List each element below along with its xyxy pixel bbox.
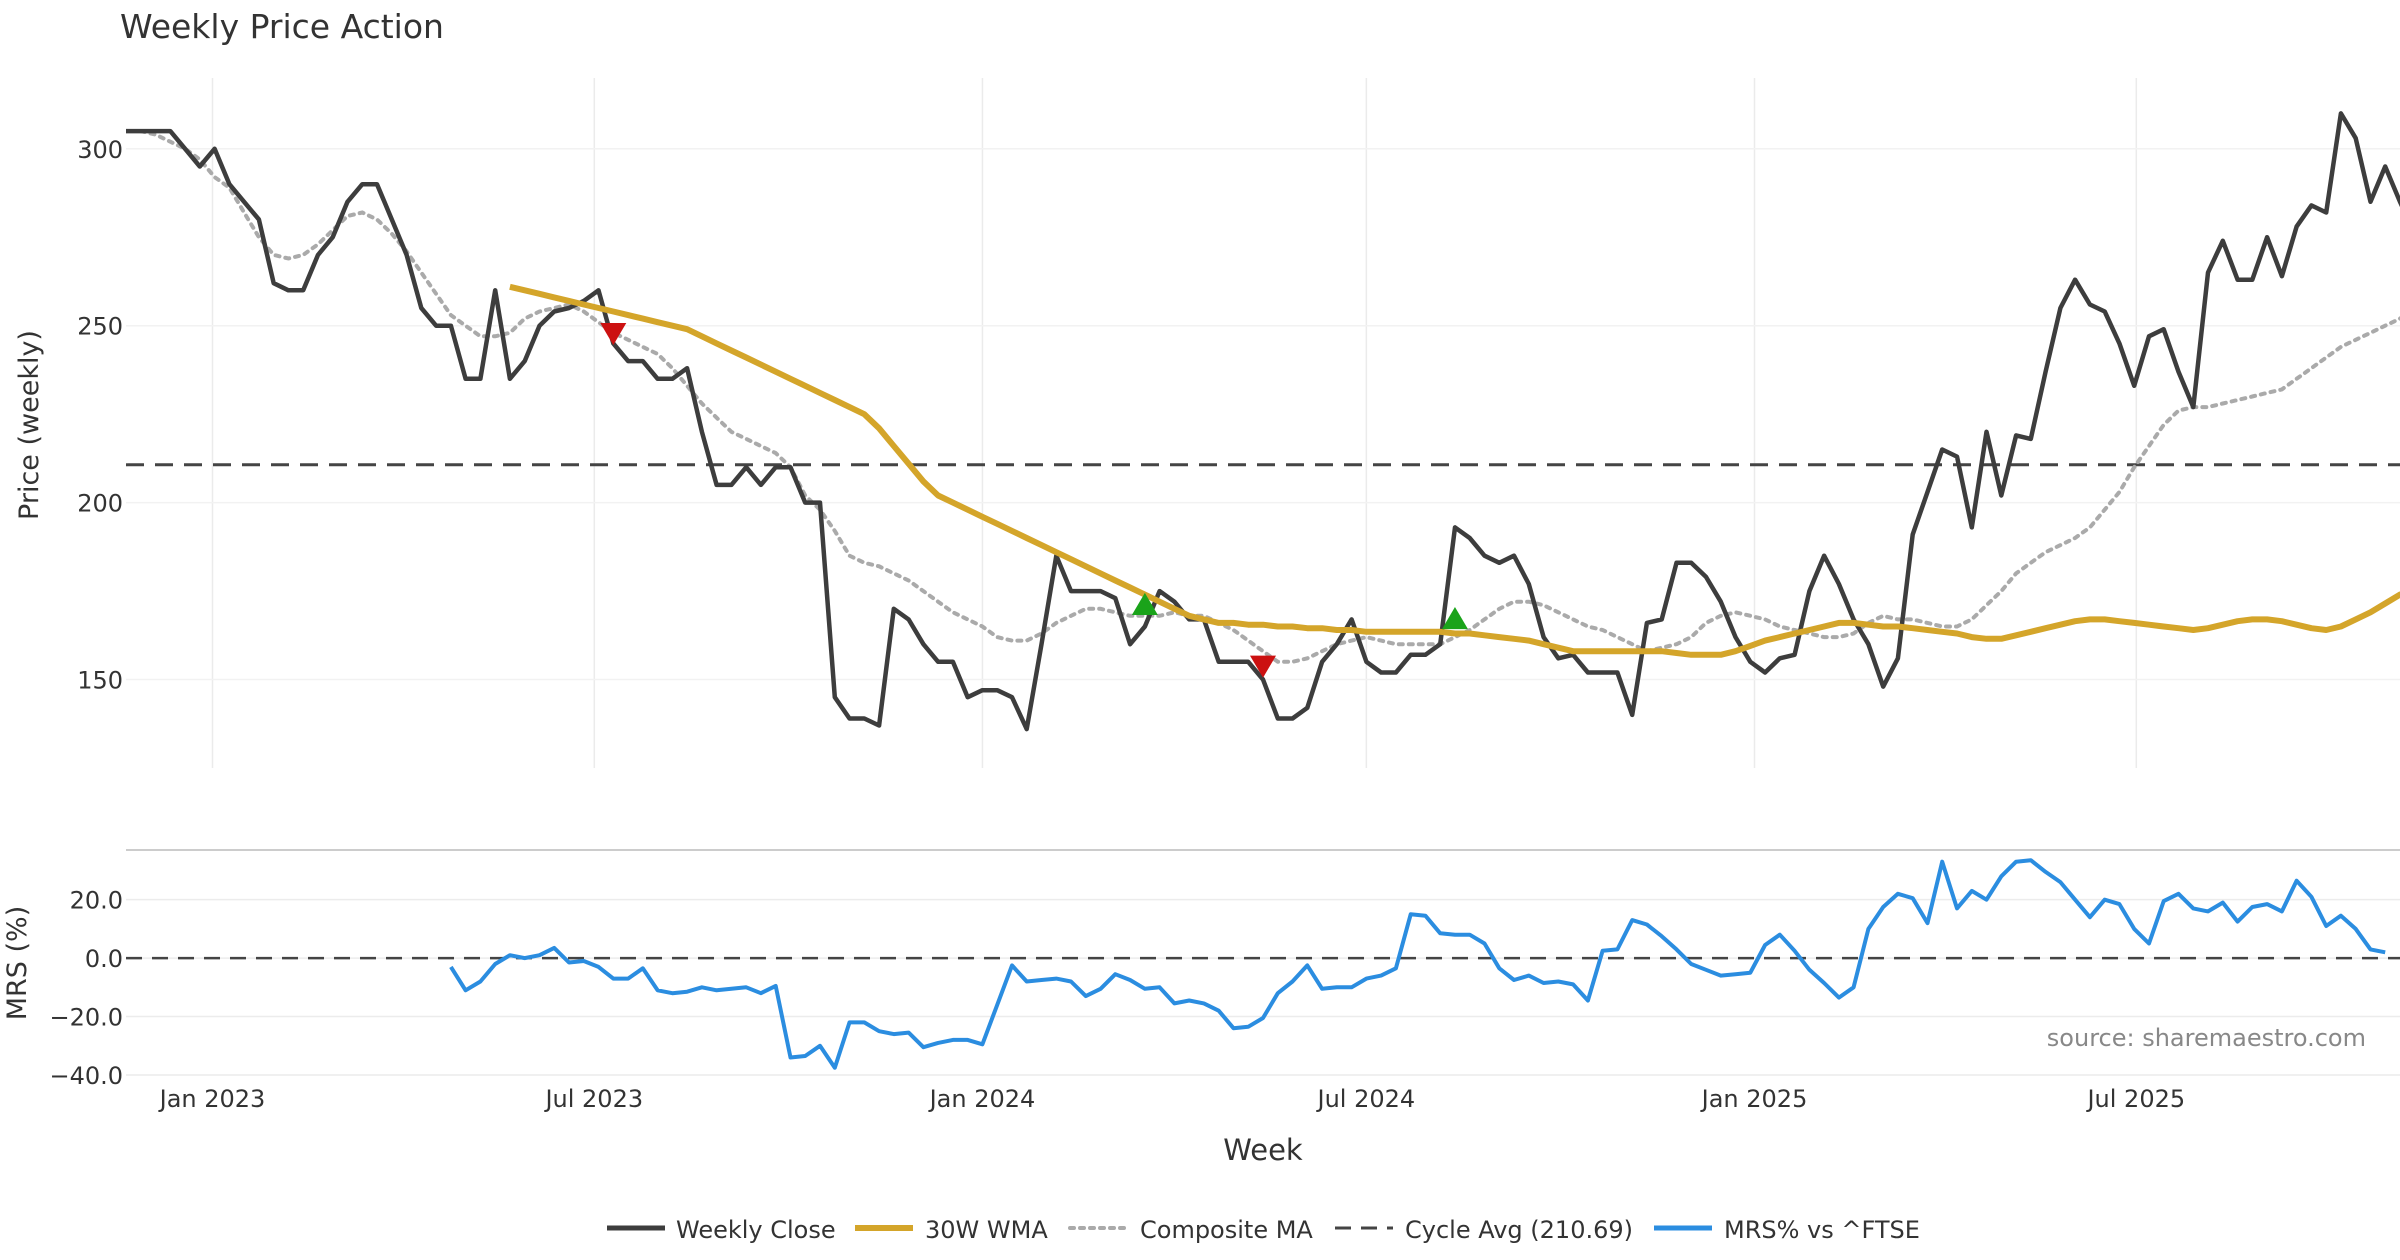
sell-signal-marker — [1250, 655, 1276, 678]
weekly-close-line — [126, 111, 2400, 732]
legend-label-composite: Composite MA — [1140, 1216, 1313, 1244]
legend-label-wma: 30W WMA — [925, 1216, 1048, 1244]
x-ticks: Jan 2023 Jul 2023 Jan 2024 Jul 2024 Jan 2025… — [158, 1085, 2186, 1113]
price-y-tick-label: 200 — [77, 490, 123, 518]
mrs-y-tick-label: −40.0 — [49, 1062, 123, 1090]
chart-title: Weekly Price Action — [120, 7, 444, 46]
legend-label-weekly-close: Weekly Close — [676, 1216, 836, 1244]
sell-signal-marker — [600, 323, 627, 346]
price-y-axis-label: Price (weekly) — [14, 330, 45, 520]
legend-label-cycle: Cycle Avg (210.69) — [1405, 1216, 1633, 1244]
composite-ma-line — [138, 129, 2400, 664]
x-tick-label: Jan 2024 — [928, 1085, 1036, 1113]
mrs-line — [449, 858, 2386, 1070]
x-tick-label: Jul 2024 — [1316, 1085, 1416, 1113]
mrs-y-ticks: 20.0 0.0 −20.0 −40.0 — [49, 887, 123, 1090]
buy-signal-marker — [1131, 592, 1158, 615]
source-note: source: sharemaestro.com — [2047, 1024, 2366, 1052]
buy-signal-marker — [1441, 607, 1468, 630]
mrs-y-axis-label: MRS (%) — [2, 906, 33, 1021]
x-tick-label: Jul 2025 — [2085, 1085, 2185, 1113]
mrs-y-tick-label: 0.0 — [85, 945, 123, 973]
x-tick-label: Jul 2023 — [543, 1085, 643, 1113]
x-tick-label: Jan 2023 — [158, 1085, 266, 1113]
x-tick-label: Jan 2025 — [1700, 1085, 1808, 1113]
price-y-tick-label: 250 — [77, 313, 123, 341]
legend-label-mrs: MRS% vs ^FTSE — [1724, 1216, 1920, 1244]
price-y-tick-label: 150 — [77, 667, 123, 695]
x-axis-label: Week — [1223, 1133, 1303, 1167]
legend: Weekly Close 30W WMA Composite MA Cycle … — [607, 1216, 1920, 1244]
signal-markers — [600, 323, 1468, 678]
price-y-tick-label: 300 — [77, 136, 123, 164]
mrs-y-tick-label: −20.0 — [49, 1004, 123, 1032]
mrs-y-tick-label: 20.0 — [70, 887, 123, 915]
wma-30w-line — [509, 283, 2400, 658]
price-gridlines — [126, 78, 2400, 768]
price-y-ticks: 150 200 250 300 — [77, 136, 123, 695]
